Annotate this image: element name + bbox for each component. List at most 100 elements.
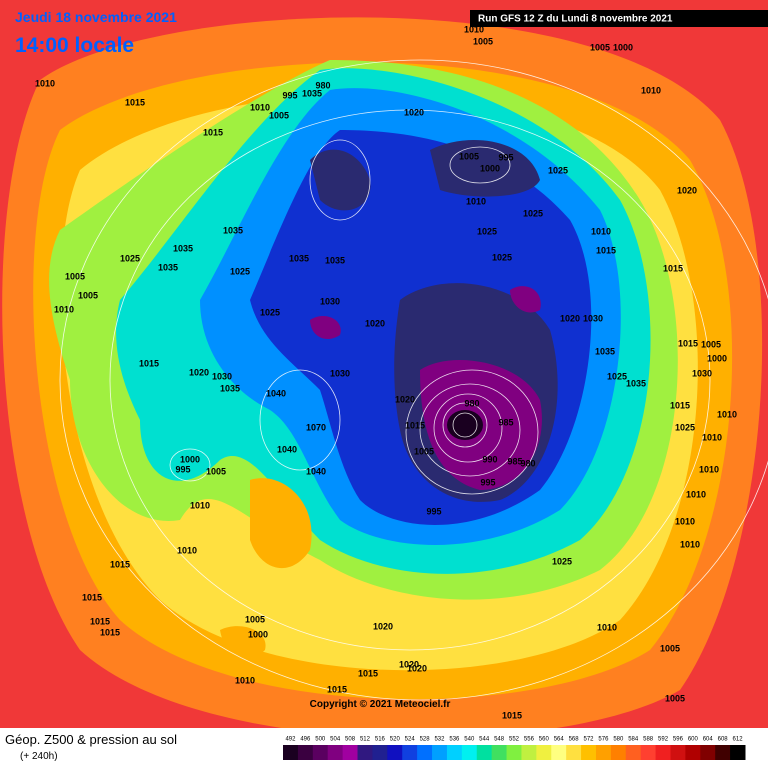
colorbar-tick-label: 548 xyxy=(494,737,505,743)
colorbar-tick-label: 568 xyxy=(569,737,580,743)
isobar-label: 1025 xyxy=(477,226,497,236)
colorbar-swatch xyxy=(417,745,433,760)
isobar-label: 1015 xyxy=(125,97,145,107)
colorbar-swatch xyxy=(506,745,522,760)
colorbar-tick-label: 496 xyxy=(300,737,311,743)
colorbar-tick-label: 612 xyxy=(733,737,744,743)
isobar-label: 1040 xyxy=(306,466,326,476)
colorbar-swatch xyxy=(297,745,314,760)
run-info: Run GFS 12 Z du Lundi 8 novembre 2021 xyxy=(478,14,673,25)
colorbar-tick-label: 536 xyxy=(449,737,460,743)
isobar-label: 1010 xyxy=(54,304,74,314)
isobar-label: 1020 xyxy=(373,621,393,631)
isobar-label: 1035 xyxy=(289,253,309,263)
isobar-label: 1020 xyxy=(560,313,580,323)
isobar-label: 1035 xyxy=(158,262,178,272)
footer-title: Géop. Z500 & pression au sol xyxy=(5,732,177,747)
colorbar-swatch xyxy=(595,745,612,760)
colorbar-tick-label: 520 xyxy=(390,737,401,743)
isobar-label: 1005 xyxy=(660,643,680,653)
isobar-label: 1010 xyxy=(686,489,706,499)
colorbar-tick-label: 556 xyxy=(524,737,535,743)
colorbar-swatch xyxy=(491,745,508,760)
isobar-label: 1015 xyxy=(100,627,120,637)
isobar-label: 1035 xyxy=(220,383,240,393)
isobar-label: 1015 xyxy=(358,668,378,678)
colorbar-tick-label: 588 xyxy=(643,737,654,743)
isobar-label: 1025 xyxy=(230,266,250,276)
colorbar-tick-label: 500 xyxy=(315,737,326,743)
isobar-label: 1025 xyxy=(552,556,572,566)
colorbar-swatch xyxy=(476,745,493,760)
isobar-label: 1070 xyxy=(306,422,326,432)
isobar-label: 1010 xyxy=(597,622,617,632)
isobar-label: 1010 xyxy=(641,85,661,95)
isobar-label: 1005 xyxy=(665,693,685,703)
colorbar-swatch xyxy=(387,745,403,760)
isobar-label: 1025 xyxy=(523,208,543,218)
colorbar-tick-label: 552 xyxy=(509,737,520,743)
isobar-label: 1005 xyxy=(78,290,98,300)
isobar-label: 1010 xyxy=(466,196,486,206)
colorbar-tick-label: 596 xyxy=(673,737,684,743)
colorbar-swatch xyxy=(446,745,463,760)
isobar-label: 995 xyxy=(426,506,441,516)
isobar-label: 1000 xyxy=(707,353,727,363)
colorbar-tick-label: 560 xyxy=(539,737,550,743)
colorbar-swatch xyxy=(402,745,418,760)
isobar-label: 995 xyxy=(498,152,513,162)
isobar-label: 1010 xyxy=(591,226,611,236)
colorbar-swatch xyxy=(372,745,388,760)
isobar-label: 1040 xyxy=(277,444,297,454)
colorbar-swatch xyxy=(521,745,537,760)
run-box xyxy=(470,10,768,27)
isobar-label: 1000 xyxy=(180,454,200,464)
isobar-label: 1010 xyxy=(699,464,719,474)
isobar-label: 1000 xyxy=(248,629,268,639)
isobar-label: 1015 xyxy=(139,358,159,368)
isobar-label: 1025 xyxy=(607,371,627,381)
colorbar-tick-label: 600 xyxy=(688,737,699,743)
isobar-label: 1010 xyxy=(35,78,55,88)
time: 14:00 locale xyxy=(15,34,134,57)
colorbar-swatch xyxy=(655,745,671,760)
isobar-label: 1005 xyxy=(701,339,721,349)
isobar-labels: 1010 1015 1015 980 995 1035 1010 1005 1020 1005 99… xyxy=(35,24,737,720)
isobar-label: 995 xyxy=(480,477,495,487)
isobar-label: 1000 xyxy=(613,42,633,52)
isobar-label: 990 xyxy=(482,454,497,464)
isobar-label: 985 xyxy=(498,417,513,427)
colorbar-tick-label: 508 xyxy=(345,737,356,743)
colorbar-tick-label: 592 xyxy=(658,737,669,743)
isobar-label: 1035 xyxy=(626,378,646,388)
isobar-label: 1015 xyxy=(203,127,223,137)
isobar-label: 1015 xyxy=(82,592,102,602)
isobar-label: 1000 xyxy=(480,163,500,173)
isobar-label: 1005 xyxy=(590,42,610,52)
colorbar-swatch xyxy=(640,745,657,760)
isobar-label: 1015 xyxy=(670,400,690,410)
isobar-label: 1010 xyxy=(675,516,695,526)
isobar-label: 1025 xyxy=(260,307,280,317)
isobar-label: 995 xyxy=(175,464,190,474)
isobar-label: 1030 xyxy=(320,296,340,306)
isobar-label: 1005 xyxy=(269,110,289,120)
isobar-label: 1010 xyxy=(464,24,484,34)
isobar-label: 1010 xyxy=(702,432,722,442)
isobar-label: 995 xyxy=(282,90,297,100)
isobar-label: 980 xyxy=(315,80,330,90)
isobar-label: 1020 xyxy=(404,107,424,117)
colorbar-tick-label: 572 xyxy=(584,737,595,743)
colorbar-tick-label: 604 xyxy=(703,737,714,743)
colorbar-tick-label: 608 xyxy=(718,737,729,743)
colorbar-swatch xyxy=(715,745,731,760)
colorbar: 492 496 500 504 508 512 516 520 524 528 532 536 540 5… xyxy=(283,737,746,760)
isobar-label: 1015 xyxy=(678,338,698,348)
isobar-label: 1035 xyxy=(325,255,345,265)
isobar-label: 1035 xyxy=(223,225,243,235)
isobar-label: 1030 xyxy=(212,371,232,381)
colorbar-tick-label: 512 xyxy=(360,737,371,743)
colorbar-swatch xyxy=(327,745,344,760)
isobar-label: 1015 xyxy=(110,559,130,569)
